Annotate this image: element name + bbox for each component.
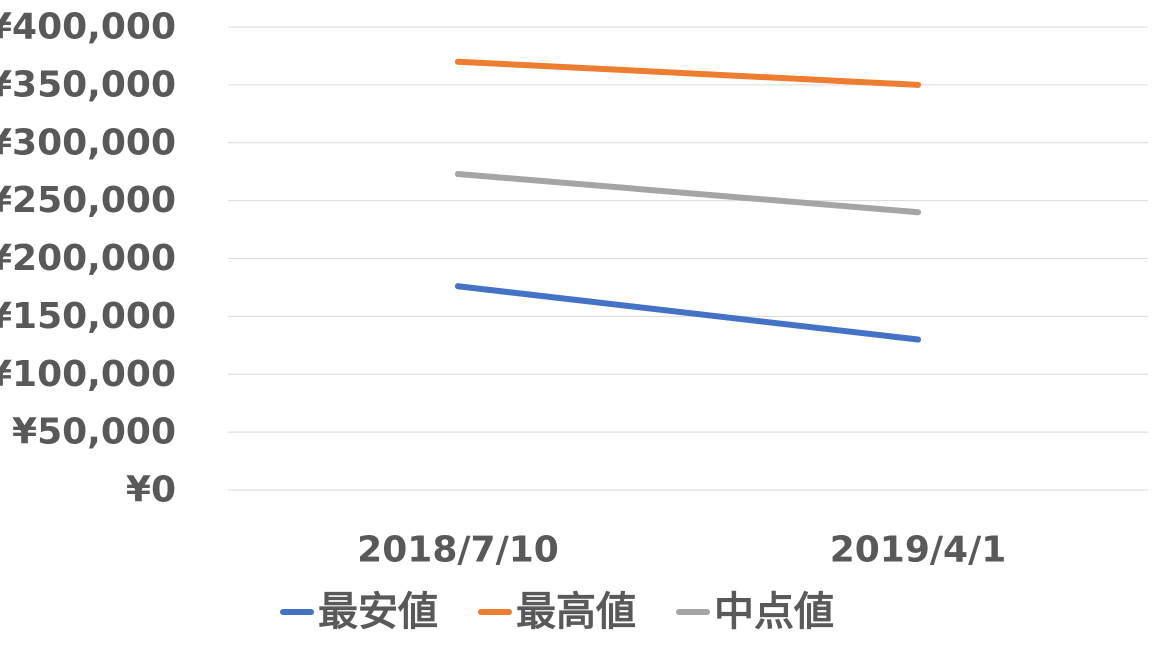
legend-swatch [478,609,512,615]
data-point [915,209,921,216]
legend-swatch [676,609,710,615]
data-point [915,336,921,343]
y-tick-label: ¥0 [126,470,176,511]
y-tick-label: ¥400,000 [0,7,176,48]
y-tick-label: ¥100,000 [0,354,176,395]
y-tick-label: ¥250,000 [0,180,176,221]
legend: 最安値 最高値 中点値 [280,588,834,636]
legend-item-series-1: 最高値 [478,588,636,636]
legend-item-series-2: 中点値 [676,588,834,636]
series-line-0 [455,283,921,343]
y-tick-label: ¥200,000 [0,238,176,279]
data-point [915,81,921,88]
data-point [455,171,461,178]
data-point [455,58,461,65]
y-tick-label: ¥150,000 [0,296,176,337]
y-tick-label: ¥350,000 [0,64,176,105]
legend-item-series-0: 最安値 [280,588,438,636]
y-tick-label: ¥300,000 [0,122,176,163]
y-tick-label: ¥50,000 [12,412,176,453]
legend-swatch [280,609,314,615]
chart-plot-area: ¥0 ¥50,000 ¥100,000 ¥150,000 ¥200,000 ¥250,00… [0,7,1148,571]
series-line-2 [455,171,921,216]
legend-label: 中点値 [714,589,834,635]
legend-label: 最高値 [516,589,636,635]
x-tick-label: 2019/4/1 [830,530,1007,571]
data-point [455,283,461,290]
legend-label: 最安値 [318,589,438,635]
x-tick-label: 2018/7/10 [357,530,559,571]
series-line-1 [455,58,921,88]
